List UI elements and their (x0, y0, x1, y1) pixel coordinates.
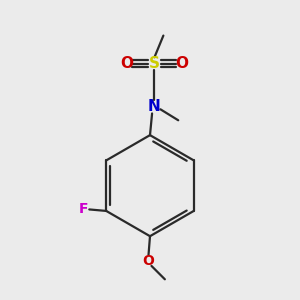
Text: S: S (149, 56, 160, 71)
Text: O: O (142, 254, 154, 268)
Text: O: O (175, 56, 188, 71)
Text: F: F (79, 202, 89, 216)
Text: O: O (121, 56, 134, 71)
Text: N: N (148, 99, 161, 114)
